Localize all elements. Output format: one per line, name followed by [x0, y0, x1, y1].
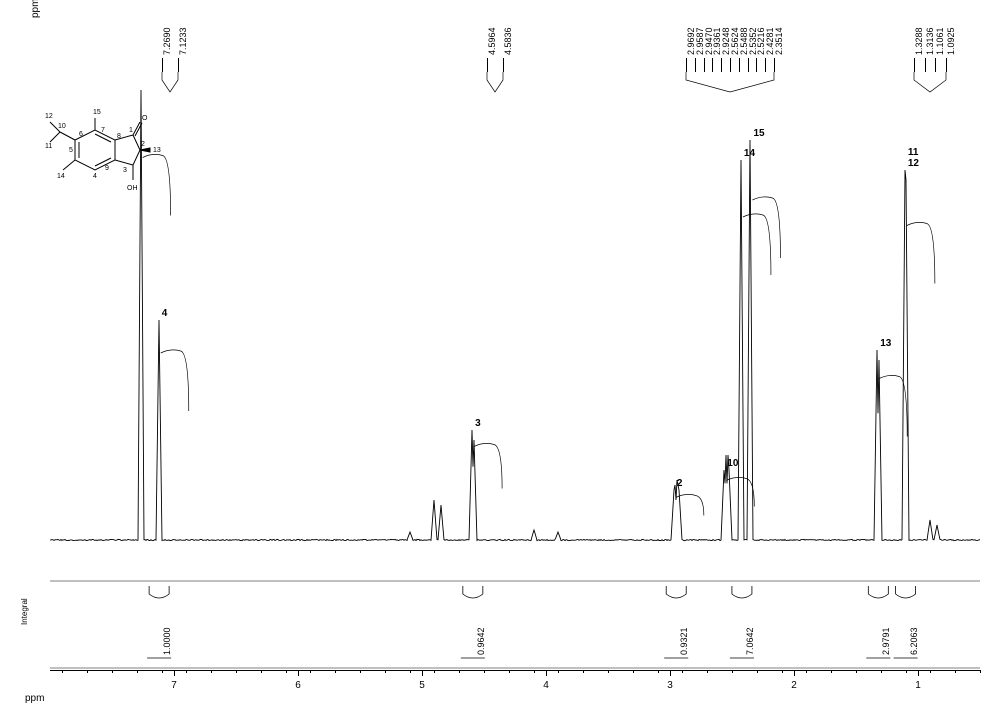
integral-curve-segment [907, 222, 935, 283]
minor-tick [633, 670, 634, 673]
minor-tick [459, 670, 460, 673]
integral-curve-segment [743, 214, 771, 275]
tick-label: 5 [419, 680, 425, 691]
minor-tick [906, 670, 907, 673]
minor-tick [707, 670, 708, 673]
minor-tick [62, 670, 63, 673]
integral-bracket [149, 586, 169, 598]
integral-curve-segment [474, 443, 502, 488]
minor-tick [310, 670, 311, 673]
minor-tick [930, 670, 931, 673]
ppm-label-top: ppm [30, 0, 41, 18]
integral-bracket [463, 586, 483, 598]
minor-tick [757, 670, 758, 673]
major-tick [670, 670, 671, 676]
peak-assignment-label: 4 [162, 308, 168, 319]
integral-value: 0.9321 [679, 627, 689, 655]
major-tick [918, 670, 919, 676]
major-tick [794, 670, 795, 676]
integral-value: 0.9642 [476, 627, 486, 655]
nmr-spectrum-plot [50, 10, 980, 570]
minor-tick [335, 670, 336, 673]
minor-tick [186, 670, 187, 673]
minor-tick [608, 670, 609, 673]
integral-bracket [896, 586, 916, 598]
minor-tick [162, 670, 163, 673]
minor-tick [658, 670, 659, 673]
minor-tick [211, 670, 212, 673]
minor-tick [732, 670, 733, 673]
minor-tick [236, 670, 237, 673]
peak-assignment-label: 14 [744, 148, 755, 159]
ppm-label-bottom: ppm [25, 693, 44, 704]
integral-value: 6.2063 [909, 627, 919, 655]
tick-label: 4 [543, 680, 549, 691]
peak-assignment-label: 12 [908, 158, 919, 169]
peak-assignment-label: 3 [475, 418, 481, 429]
peak-assignment-label: 10 [727, 458, 738, 469]
integral-svg [50, 580, 980, 670]
minor-tick [137, 670, 138, 673]
integral-value: 1.0000 [162, 627, 172, 655]
tick-label: 2 [791, 680, 797, 691]
integral-bracket [868, 586, 888, 598]
tick-label: 7 [171, 680, 177, 691]
integral-curve-segment [161, 350, 189, 411]
axis-line [50, 670, 980, 671]
peak-assignment-label: 13 [880, 338, 891, 349]
minor-tick [87, 670, 88, 673]
minor-tick [682, 670, 683, 673]
minor-tick [782, 670, 783, 673]
integral-area [50, 580, 980, 670]
major-tick [422, 670, 423, 676]
peak-assignment-label: 11 [908, 147, 919, 158]
tick-label: 3 [667, 680, 673, 691]
minor-tick [881, 670, 882, 673]
spectrum-trace [50, 90, 980, 541]
integral-value: 2.9791 [881, 627, 891, 655]
minor-tick [112, 670, 113, 673]
minor-tick [558, 670, 559, 673]
minor-tick [360, 670, 361, 673]
minor-tick [806, 670, 807, 673]
minor-tick [286, 670, 287, 673]
minor-tick [509, 670, 510, 673]
minor-tick [831, 670, 832, 673]
minor-tick [955, 670, 956, 673]
integral-curve-segment [752, 197, 780, 258]
integral-axis-label: Integral [20, 598, 29, 625]
integral-value: 7.0642 [745, 627, 755, 655]
tick-label: 6 [295, 680, 301, 691]
minor-tick [410, 670, 411, 673]
major-tick [546, 670, 547, 676]
peak-assignment-label: 2 [677, 478, 683, 489]
minor-tick [534, 670, 535, 673]
peak-assignment-label: 15 [753, 128, 764, 139]
x-axis: 1 2 3 4 5 6 7 [50, 670, 980, 708]
integral-bracket [666, 586, 686, 598]
minor-tick [434, 670, 435, 673]
minor-tick [261, 670, 262, 673]
tick-label: 1 [915, 680, 921, 691]
integral-bracket [732, 586, 752, 598]
minor-tick [583, 670, 584, 673]
minor-tick [484, 670, 485, 673]
major-tick [298, 670, 299, 676]
minor-tick [385, 670, 386, 673]
major-tick [174, 670, 175, 676]
integral-curve-segment [143, 154, 171, 215]
minor-tick [980, 670, 981, 673]
spectrum-svg [50, 10, 980, 570]
minor-tick [856, 670, 857, 673]
